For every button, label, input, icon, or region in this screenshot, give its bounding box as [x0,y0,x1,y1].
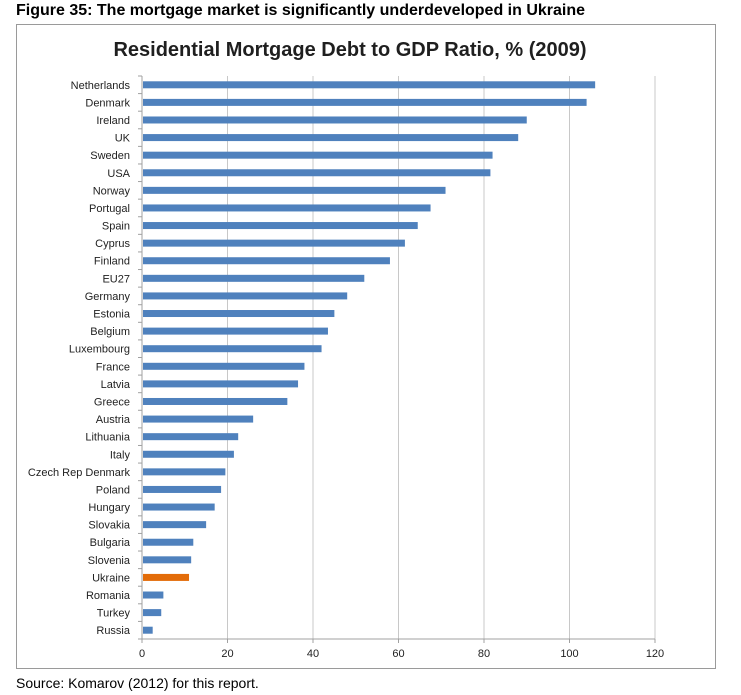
axes [138,75,656,643]
chart: Residential Mortgage Debt to GDP Ratio, … [28,39,664,660]
bar [143,591,164,599]
bar [143,98,587,106]
x-tick-label: 60 [392,648,404,660]
bar [143,116,527,124]
bar [143,503,215,511]
bar [143,609,162,617]
category-label: USA [107,168,130,180]
bar [143,380,299,388]
category-label: Ireland [96,115,130,127]
chart-title: Residential Mortgage Debt to GDP Ratio, … [113,39,586,61]
bar [143,151,493,159]
category-label: Finland [94,256,130,268]
category-label: Denmark [85,97,130,109]
bar-highlight [143,573,190,581]
chart-frame: Residential Mortgage Debt to GDP Ratio, … [16,24,716,669]
bars [143,81,596,634]
category-label: Russia [96,625,131,637]
category-label: Slovenia [88,555,131,567]
category-label: Austria [96,414,131,426]
category-label: Italy [110,449,131,461]
x-tick-label: 80 [478,648,490,660]
category-label: Belgium [90,326,130,338]
category-label: Greece [94,396,130,408]
category-label: Hungary [88,502,130,514]
bar [143,450,234,458]
bar [143,538,194,546]
bar [143,556,192,564]
figure-heading: Figure 35: The mortgage market is signif… [16,2,586,19]
bar [143,310,335,318]
gridlines [227,76,656,639]
category-label: Lithuania [85,432,131,444]
x-tick-label: 40 [307,648,319,660]
category-label: Germany [85,291,131,303]
category-label: UK [115,133,131,145]
category-label: Slovakia [88,520,130,532]
x-tick-label: 120 [646,648,664,660]
category-label: Bulgaria [90,537,131,549]
bar [143,468,226,476]
bar [143,415,254,423]
bar [143,433,239,441]
category-label: Turkey [97,608,131,620]
bar [143,292,348,300]
category-labels: Netherlands Denmark Ireland UK Sweden USA Norw… [28,80,131,637]
bar [143,239,405,247]
bar [143,222,418,230]
source-note: Source: Komarov (2012) for this report. [16,675,259,691]
bar [143,345,322,353]
bar [143,274,365,282]
bar [143,626,153,634]
bar [143,327,328,335]
category-label: Estonia [93,309,131,321]
category-label: Portugal [89,203,130,215]
bar [143,362,305,370]
bar [143,485,222,493]
category-label: France [96,361,130,373]
category-label: Norway [93,185,131,197]
category-label: Poland [96,484,130,496]
category-label: EU27 [102,273,130,285]
category-label: Ukraine [92,572,130,584]
category-label: Spain [102,221,130,233]
category-label: Sweden [90,150,130,162]
bar [143,257,390,265]
x-tick-label: 100 [560,648,578,660]
bar [143,186,446,194]
bar [143,397,288,405]
bar [143,134,519,142]
category-label: Cyprus [95,238,130,250]
bar [143,169,491,177]
x-tick-labels: 0 20 40 60 80 100 120 [139,648,664,660]
category-label: Luxembourg [69,344,130,356]
bar [143,81,596,89]
category-label: Romania [86,590,131,602]
bar [143,521,207,529]
category-label: Czech Rep Denmark [28,467,131,479]
x-tick-label: 20 [221,648,233,660]
category-label: Netherlands [71,80,131,92]
x-tick-label: 0 [139,648,145,660]
category-label: Latvia [101,379,131,391]
bar [143,204,431,212]
